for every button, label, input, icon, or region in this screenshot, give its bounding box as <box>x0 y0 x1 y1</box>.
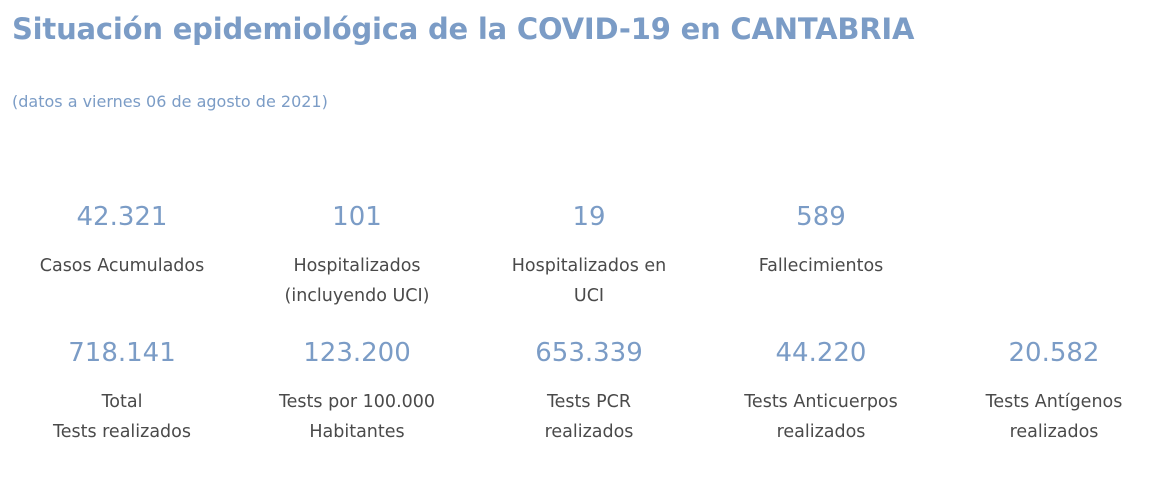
stat-hospitalizados: 101 Hospitalizados (incluyendo UCI) <box>257 200 457 311</box>
stat-value: 44.220 <box>775 338 867 368</box>
stat-fallecimientos: 589 Fallecimientos <box>721 200 921 281</box>
stat-label: Tests PCR realizados <box>489 387 689 447</box>
stat-label-line: realizados <box>1009 422 1099 442</box>
stat-casos-acumulados: 42.321 Casos Acumulados <box>22 200 222 281</box>
stat-label-line: Tests Anticuerpos <box>744 392 898 412</box>
stat-label-line: Total <box>101 392 143 412</box>
stat-label-line: Hospitalizados <box>293 256 421 276</box>
stat-label: Tests Anticuerpos realizados <box>721 387 921 447</box>
stat-label-line: Tests PCR <box>546 392 632 412</box>
stat-tests-pcr: 653.339 Tests PCR realizados <box>489 336 689 447</box>
stat-tests-anticuerpos: 44.220 Tests Anticuerpos realizados <box>721 336 921 447</box>
stat-label-line: Casos Acumulados <box>39 256 205 276</box>
stat-value: 42.321 <box>76 202 168 232</box>
stat-value: 718.141 <box>68 338 176 368</box>
stat-label-line: (incluyendo UCI) <box>284 286 430 306</box>
stat-value: 19 <box>572 202 606 232</box>
stat-label-line: UCI <box>573 286 605 306</box>
stat-value: 101 <box>332 202 382 232</box>
stat-value: 653.339 <box>535 338 643 368</box>
stat-label: Hospitalizados en UCI <box>489 251 689 311</box>
stat-total-tests: 718.141 Total Tests realizados <box>22 336 222 447</box>
stat-label-line: Habitantes <box>309 422 405 442</box>
stat-label-line: realizados <box>544 422 634 442</box>
stat-value: 20.582 <box>1008 338 1100 368</box>
stat-label: Tests Antígenos realizados <box>954 387 1154 447</box>
stat-label-line: Tests Antígenos <box>985 392 1123 412</box>
stat-tests-antigenos: 20.582 Tests Antígenos realizados <box>954 336 1154 447</box>
page-title: Situación epidemiológica de la COVID-19 … <box>12 12 915 46</box>
stat-value: 123.200 <box>303 338 411 368</box>
stat-label-line: Tests por 100.000 <box>278 392 436 412</box>
stat-tests-por-100000: 123.200 Tests por 100.000 Habitantes <box>257 336 457 447</box>
stat-label: Total Tests realizados <box>22 387 222 447</box>
stat-hospitalizados-uci: 19 Hospitalizados en UCI <box>489 200 689 311</box>
stat-label: Casos Acumulados <box>22 251 222 281</box>
stat-label: Fallecimientos <box>721 251 921 281</box>
stat-value: 589 <box>796 202 846 232</box>
stat-label-line: Tests realizados <box>52 422 191 442</box>
stat-label-line: Hospitalizados en <box>511 256 667 276</box>
stat-label: Hospitalizados (incluyendo UCI) <box>257 251 457 311</box>
stat-label-line: Fallecimientos <box>758 256 884 276</box>
stat-label: Tests por 100.000 Habitantes <box>257 387 457 447</box>
stat-label-line: realizados <box>776 422 866 442</box>
data-date-note: (datos a viernes 06 de agosto de 2021) <box>12 92 328 111</box>
